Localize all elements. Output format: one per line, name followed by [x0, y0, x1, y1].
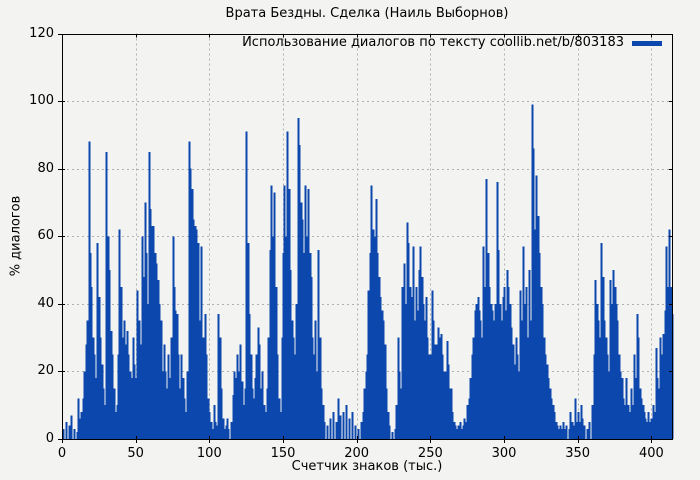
chart-title: Врата Бездны. Сделка (Наиль Выборнов)	[225, 6, 509, 21]
y-tick-label: 60	[37, 228, 54, 244]
legend-swatch	[632, 40, 662, 46]
x-tick-label: 100	[196, 446, 222, 461]
x-axis-title: Счетчик знаков (тыс.)	[291, 459, 443, 474]
legend: Использование диалогов по тексту coollib…	[242, 36, 662, 50]
x-tick-label: 300	[491, 446, 517, 461]
y-tick-label: 20	[37, 363, 54, 379]
x-tick-label: 150	[270, 446, 296, 461]
x-tick-label: 400	[638, 446, 664, 461]
y-tick-label: 80	[37, 160, 54, 176]
x-tick-label: 50	[127, 446, 144, 461]
y-tick-label: 100	[29, 93, 54, 109]
y-tick-label: 0	[45, 431, 54, 446]
x-tick-label: 0	[57, 446, 67, 461]
x-tick-label: 250	[417, 446, 443, 461]
x-tick-label: 350	[565, 446, 591, 461]
x-tick-label: 200	[344, 446, 370, 461]
y-tick-label: 40	[37, 295, 54, 311]
y-tick-label: 120	[29, 25, 54, 41]
legend-label: Использование диалогов по тексту coollib…	[242, 35, 624, 50]
